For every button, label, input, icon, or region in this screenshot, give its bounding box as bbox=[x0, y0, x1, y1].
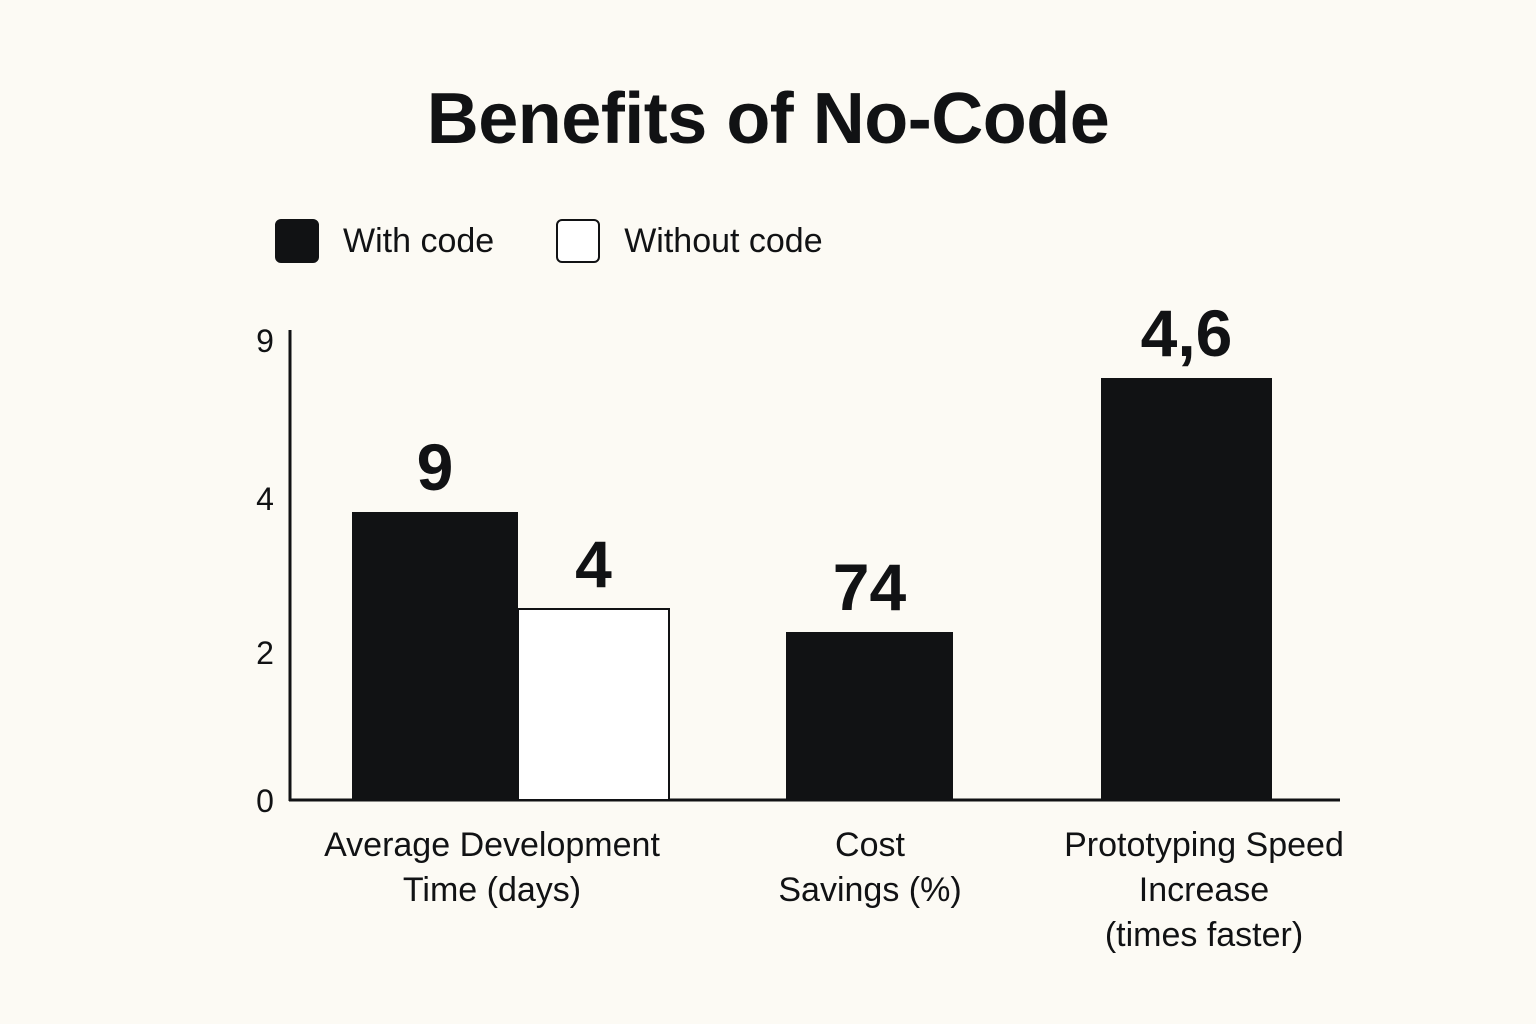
x-tick-label: Average Development Time (days) bbox=[292, 823, 692, 913]
legend-item-with-code: With code bbox=[275, 219, 494, 263]
bar-with-code bbox=[786, 632, 953, 800]
legend-item-without-code: Without code bbox=[556, 219, 823, 263]
bar-value-label: 9 bbox=[417, 430, 454, 504]
bar-value-label: 74 bbox=[833, 550, 907, 624]
legend-label-without-code: Without code bbox=[624, 221, 823, 260]
x-tick-label-line: Prototyping Speed bbox=[1064, 826, 1344, 864]
x-tick-label-line: Savings (%) bbox=[778, 871, 962, 909]
legend: With code Without code bbox=[275, 216, 885, 266]
bar-with-code bbox=[352, 512, 518, 800]
chart-title: Benefits of No-Code bbox=[426, 79, 1110, 159]
y-tick-label: 0 bbox=[256, 783, 274, 819]
x-tick-label: Cost Savings (%) bbox=[670, 823, 1070, 913]
x-tick-label-line: Cost bbox=[835, 826, 905, 864]
bar-without-code bbox=[517, 608, 670, 801]
y-tick-label: 9 bbox=[256, 323, 274, 359]
bar-value-label: 4 bbox=[575, 527, 612, 601]
x-tick-label-line: (times faster) bbox=[1104, 916, 1304, 954]
x-tick-label-line: Average Development bbox=[324, 826, 660, 864]
legend-swatch-with-code bbox=[275, 219, 319, 263]
x-tick-label-line: Time (days) bbox=[402, 871, 582, 909]
bar-value-label: 4,6 bbox=[1141, 296, 1233, 370]
y-tick-label: 4 bbox=[256, 481, 274, 517]
bar-with-code bbox=[1101, 378, 1272, 800]
legend-swatch-without-code bbox=[556, 219, 601, 263]
y-tick-label: 2 bbox=[256, 635, 274, 671]
x-tick-label-line: Increase bbox=[1138, 871, 1270, 909]
x-tick-label: Prototyping Speed Increase (times faster) bbox=[1004, 823, 1404, 958]
legend-label-with-code: With code bbox=[343, 221, 495, 260]
